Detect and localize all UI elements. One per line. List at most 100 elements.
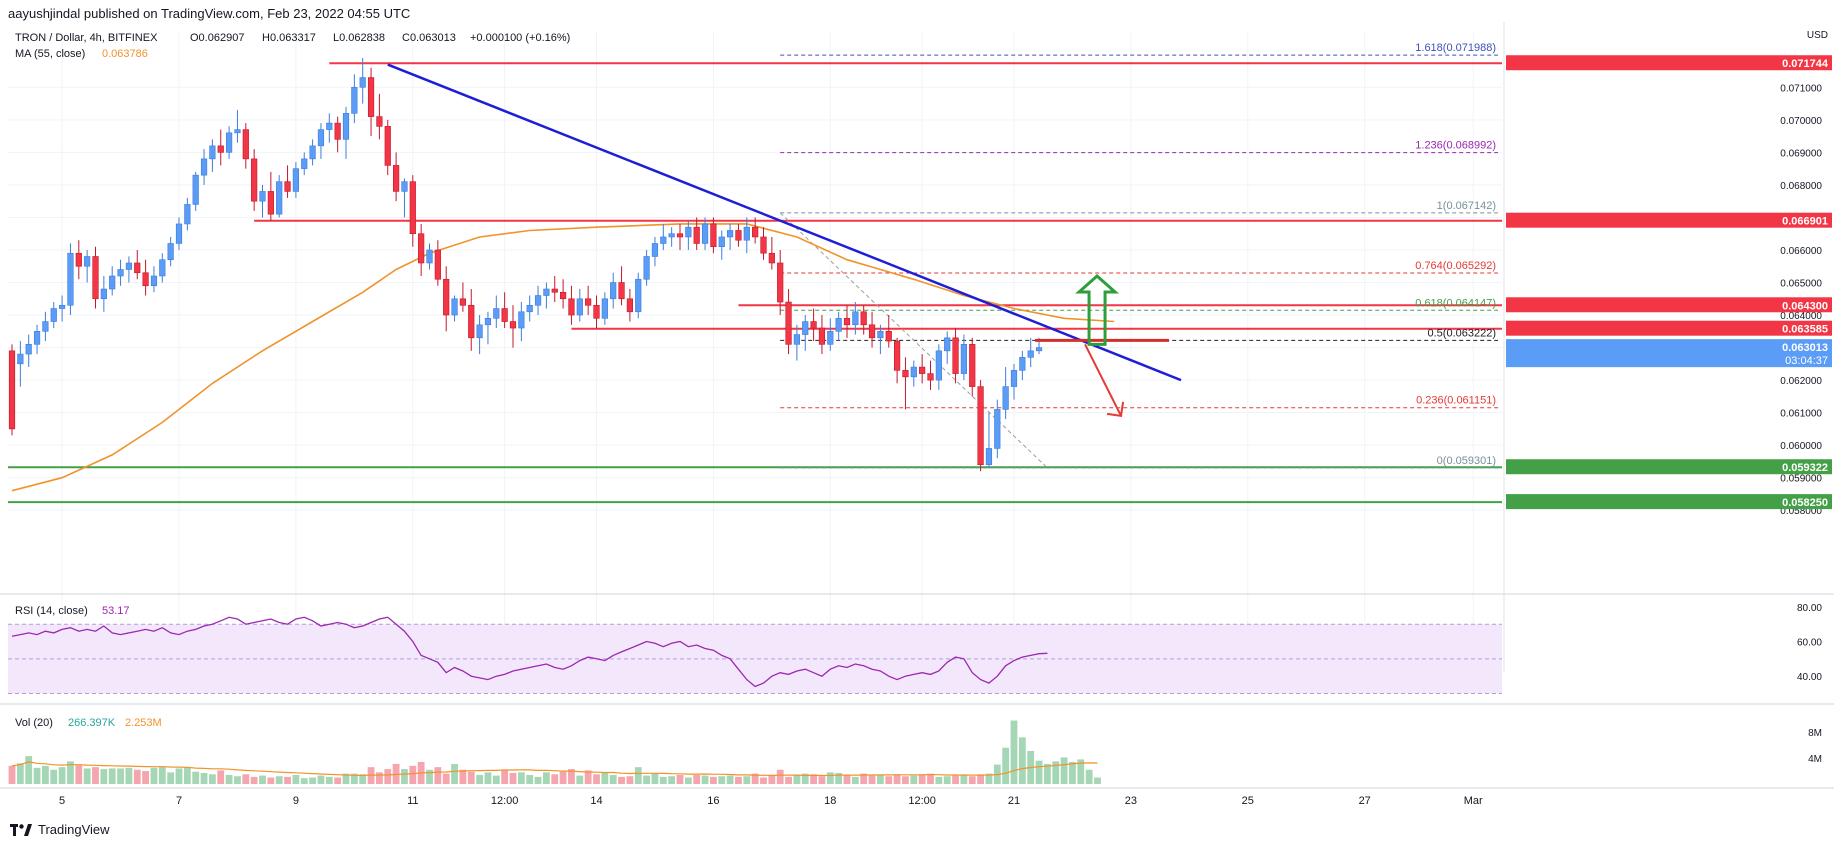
legend-symbol: TRON / Dollar, 4h, BITFINEX: [15, 32, 158, 44]
volume-bar: [175, 768, 183, 784]
candle-body: [643, 256, 650, 280]
volume-bar: [317, 775, 325, 784]
price-axis: USD0.0710000.0700000.0690000.0680000.067…: [1503, 22, 1832, 672]
volume-bar: [534, 776, 542, 784]
volume-bar: [676, 774, 684, 784]
candle-body: [33, 331, 41, 345]
rsi-tick-label: 60.00: [1797, 638, 1822, 649]
volume-bar: [150, 767, 158, 784]
candle-body: [84, 256, 91, 267]
candle-body: [292, 168, 300, 192]
legend-ma-label: MA (55, close): [15, 48, 85, 60]
volume-bar: [735, 776, 742, 784]
volume-bar: [576, 775, 584, 784]
resistance-price-label: 0.064300: [1782, 300, 1828, 312]
volume-bar: [300, 778, 308, 784]
red-down-arrow-shaft: [1084, 343, 1122, 417]
volume-bar: [760, 777, 767, 784]
fibonacci-levels: 1.618(0.071988) 1.236(0.068992) 1(0.067142…: [779, 42, 1498, 469]
candle-body: [752, 226, 759, 238]
candle-body: [977, 386, 984, 465]
candle-body: [434, 249, 441, 280]
legend-ma-value: 0.063786: [102, 48, 148, 60]
candle-body: [175, 223, 183, 244]
volume-bar: [92, 767, 99, 784]
candle-body: [626, 298, 633, 313]
fib-label: 1.618(0.071988): [1415, 42, 1496, 54]
volume-bar: [810, 774, 817, 784]
volume-bar: [743, 776, 751, 784]
rsi-line: [11, 616, 1048, 688]
candle-body: [351, 87, 358, 114]
volume-tick-label: 4M: [1808, 754, 1822, 765]
price-tick-label: 0.071000: [1780, 83, 1822, 94]
current-price-label: 0.063013: [1782, 342, 1828, 354]
candle-body: [42, 321, 49, 332]
volume-bar: [376, 772, 383, 784]
price-tick-label: 0.061000: [1780, 409, 1822, 420]
time-tick-label: 11: [407, 795, 418, 807]
volume-bar: [1077, 759, 1085, 784]
rsi-panel: 80.00 60.00 40.00: [0, 593, 1834, 694]
candle-body: [685, 226, 692, 238]
volume-bar: [868, 775, 876, 784]
volume-bar: [659, 776, 667, 784]
volume-bar: [426, 769, 433, 784]
candle-body: [409, 181, 416, 235]
volume-bar: [985, 773, 993, 784]
volume-bar: [952, 775, 959, 784]
volume-bar: [16, 763, 24, 784]
volume-bar: [860, 773, 868, 784]
time-tick-label: 9: [293, 795, 299, 807]
candle-body: [309, 145, 316, 160]
price-tick-label: 0.068000: [1780, 181, 1822, 192]
tradingview-chart[interactable]: 1.618(0.071988) 1.236(0.068992) 1(0.067142…: [0, 22, 1834, 822]
candle-body: [885, 331, 892, 342]
candle-body: [501, 308, 508, 322]
price-tick-label: 0.062000: [1780, 376, 1822, 387]
legend-close: C0.063013: [402, 32, 456, 44]
candle-body: [509, 321, 517, 329]
volume-bar: [935, 776, 943, 784]
trendline-group: [387, 63, 1182, 382]
legend-high: H0.063317: [262, 32, 316, 44]
candle-body: [726, 230, 734, 238]
candle-body: [852, 311, 859, 326]
candle-body: [610, 282, 617, 300]
volume-bar: [58, 767, 66, 784]
volume-bar: [250, 776, 258, 784]
candle-body: [960, 344, 967, 374]
volume-bar: [851, 776, 859, 784]
moving-average: [11, 223, 1115, 492]
candle-body: [326, 122, 333, 130]
candle-body: [785, 301, 792, 345]
volume-bar: [192, 771, 200, 784]
resistance-price-label: 0.066901: [1782, 216, 1828, 228]
candle-body: [134, 262, 141, 274]
volume-bar: [117, 768, 124, 784]
candle-body: [50, 308, 57, 322]
time-tick-label: 25: [1242, 795, 1254, 807]
volume-bar: [225, 774, 233, 784]
volume-bar: [75, 765, 83, 784]
candle-body: [117, 269, 124, 277]
volume-bar: [835, 772, 843, 784]
candle-body: [276, 181, 283, 215]
volume-bar: [559, 771, 567, 784]
candle-body: [459, 298, 467, 306]
candle-body: [718, 236, 725, 248]
volume-bar: [693, 774, 701, 784]
volume-bar: [451, 763, 458, 784]
candle-body: [17, 353, 24, 365]
time-tick-label: 23: [1125, 795, 1137, 807]
bearish-trendline: [387, 63, 1182, 382]
candlesticks: [8, 58, 1043, 472]
candle-body: [284, 181, 291, 192]
candle-body: [810, 321, 817, 329]
footer-brand[interactable]: TradingView: [10, 822, 110, 837]
chart-area[interactable]: 1.618(0.071988) 1.236(0.068992) 1(0.067142…: [0, 22, 1834, 832]
volume-bar: [643, 775, 650, 784]
volume-bar: [309, 777, 316, 784]
candle-body: [1010, 370, 1018, 387]
candle-body: [100, 288, 107, 300]
